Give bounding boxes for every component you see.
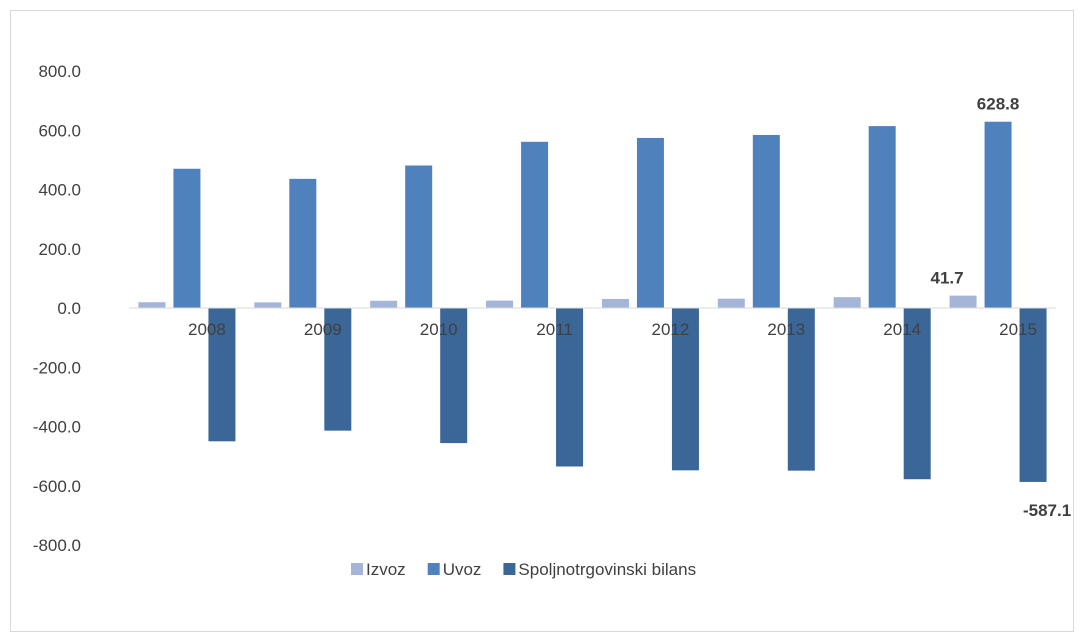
bar-spoljnotrgovinski-bilans-2008: [208, 308, 236, 442]
data-label: -587.1: [1023, 501, 1071, 520]
bar-izvoz-2012: [601, 298, 629, 308]
legend-label: Uvoz: [443, 560, 482, 579]
bar-izvoz-2008: [138, 302, 166, 308]
x-tick-label: 2014: [883, 320, 921, 339]
legend-swatch: [427, 563, 440, 575]
bar-izvoz-2009: [254, 302, 282, 308]
y-tick-label: 0.0: [57, 299, 81, 318]
bar-izvoz-2013: [717, 298, 745, 308]
y-tick-label: 600.0: [38, 121, 81, 140]
y-tick-label: -600.0: [33, 477, 81, 496]
x-tick-label: 2012: [652, 320, 690, 339]
legend-swatch: [503, 563, 516, 575]
legend-swatch: [351, 563, 363, 575]
y-tick-label: -200.0: [33, 358, 81, 377]
bar-spoljnotrgovinski-bilans-2015: [1019, 308, 1047, 482]
bar-spoljnotrgovinski-bilans-2009: [324, 308, 352, 431]
bar-uvoz-2009: [289, 178, 317, 308]
bar-izvoz-2010: [370, 300, 398, 308]
y-tick-label: 200.0: [38, 240, 81, 259]
bar-uvoz-2010: [405, 165, 433, 308]
x-axis-ticks: 2008 2009 2010 2011 2012 2013 2014 2015: [188, 320, 1037, 339]
bar-uvoz-2008: [173, 168, 201, 308]
data-labels: 41.7 628.8 -587.1: [931, 95, 1072, 520]
bar-uvoz-2013: [752, 134, 780, 308]
data-label: 628.8: [977, 95, 1020, 114]
bar-spoljnotrgovinski-bilans-2013: [787, 308, 815, 471]
bar-spoljnotrgovinski-bilans-2011: [556, 308, 584, 467]
legend-label: Spoljnotrgovinski bilans: [518, 560, 696, 579]
y-tick-label: 800.0: [38, 62, 81, 81]
y-tick-label: -800.0: [33, 536, 81, 555]
bar-uvoz-2012: [636, 137, 664, 308]
bar-izvoz-2014: [833, 297, 861, 308]
x-tick-label: 2009: [304, 320, 342, 339]
bar-izvoz-2015: [949, 295, 977, 308]
bar-chart: 800.0 600.0 400.0 200.0 0.0 -200.0 -400.0 -600.…: [33, 62, 1072, 579]
x-tick-label: 2013: [767, 320, 805, 339]
bar-uvoz-2011: [521, 141, 549, 308]
x-tick-label: 2010: [420, 320, 458, 339]
chart-frame: 800.0 600.0 400.0 200.0 0.0 -200.0 -400.0 -600.…: [10, 10, 1074, 632]
bar-spoljnotrgovinski-bilans-2012: [671, 308, 699, 471]
y-tick-label: 400.0: [38, 181, 81, 200]
x-tick-label: 2011: [536, 320, 573, 339]
y-axis-ticks: 800.0 600.0 400.0 200.0 0.0 -200.0 -400.0 -600.…: [33, 62, 81, 555]
bar-spoljnotrgovinski-bilans-2010: [440, 308, 468, 444]
legend: Izvoz Uvoz Spoljnotrgovinski bilans: [351, 560, 696, 579]
bar-uvoz-2015: [984, 121, 1012, 308]
data-label: 41.7: [931, 269, 964, 288]
bar-uvoz-2014: [868, 126, 896, 308]
legend-label: Izvoz: [366, 560, 406, 579]
x-tick-label: 2008: [188, 320, 226, 339]
x-tick-label: 2015: [999, 320, 1037, 339]
y-tick-label: -400.0: [33, 418, 81, 437]
bar-izvoz-2011: [486, 300, 514, 308]
bar-spoljnotrgovinski-bilans-2014: [903, 308, 931, 480]
bars: [138, 121, 1047, 482]
